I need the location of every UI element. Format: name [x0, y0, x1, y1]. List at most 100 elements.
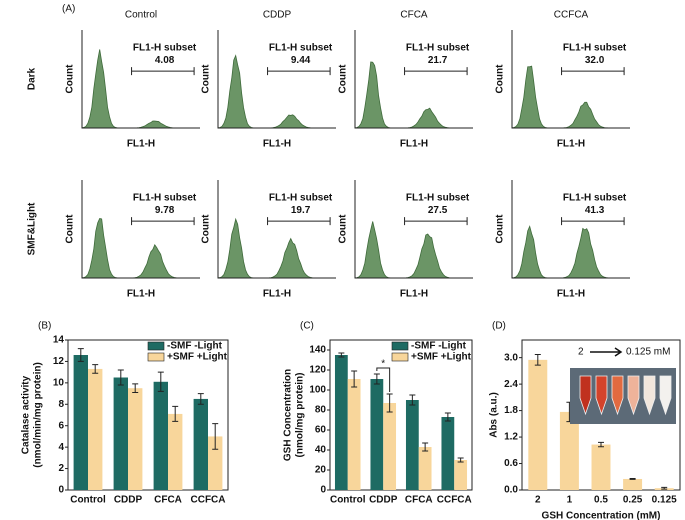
x-tick-label: Control: [330, 495, 366, 506]
error-bar: [197, 393, 204, 405]
x-tick-label: 0.25: [623, 495, 643, 506]
column-title: CCFCA: [554, 10, 589, 21]
y-tick-label: 2.4: [504, 379, 518, 390]
gate: [404, 217, 468, 226]
gate: [131, 217, 195, 226]
gate-value: 32.0: [585, 55, 605, 66]
plot-frame: [329, 339, 473, 491]
gate: [267, 67, 331, 76]
y-tick-label: 0.6: [504, 458, 518, 469]
column-title: Control: [125, 10, 157, 21]
y-tick-label: 2: [58, 463, 64, 474]
histogram: [354, 221, 473, 279]
gate: [561, 217, 625, 226]
y-axis-label: Abs (a.u.): [489, 392, 500, 438]
bar: [347, 379, 361, 490]
gate-value: 27.5: [428, 205, 448, 216]
gate-value: 41.3: [585, 205, 605, 216]
x-axis-label: FL1-H: [263, 139, 291, 150]
x-tick-label: CFCA: [154, 495, 182, 506]
gate-label: FL1-H subset: [133, 42, 197, 53]
y-axis-label: (nmol/mg protein): [295, 373, 306, 458]
x-axis-label: FL1-H: [557, 139, 585, 150]
x-axis-label: FL1-H: [263, 289, 291, 300]
error-bar: [212, 423, 219, 450]
gate-value: 9.78: [155, 205, 175, 216]
row-title: SMF&Light: [27, 202, 38, 255]
y-tick-label: 0: [58, 485, 64, 496]
tube: [595, 375, 608, 416]
bar: [454, 460, 468, 490]
panel-label: (A): [62, 4, 75, 15]
x-tick-label: 0.5: [594, 495, 608, 506]
histogram: [354, 61, 473, 129]
x-tick-label: 2: [535, 495, 541, 506]
column-title: CDDP: [263, 10, 292, 21]
error-bar: [409, 394, 416, 406]
gate-label: FL1-H subset: [269, 192, 333, 203]
gate: [267, 217, 331, 226]
bar: [383, 403, 397, 490]
y-tick-label: 1.2: [504, 432, 518, 443]
significance-bracket: [376, 367, 391, 392]
gate-value: 21.7: [428, 55, 448, 66]
histogram: [81, 49, 200, 129]
inset-to: 0.125 mM: [626, 347, 670, 358]
y-tick-label: 14: [53, 335, 65, 346]
y-tick-label: 140: [309, 345, 326, 356]
gate-value: 4.08: [155, 55, 175, 66]
error-bar: [338, 352, 345, 358]
x-axis-label: FL1-H: [400, 289, 428, 300]
y-axis-label: Count: [338, 64, 349, 94]
histogram: [81, 217, 200, 279]
error-bar: [457, 457, 464, 463]
y-tick-label: 4: [58, 442, 64, 453]
bar: [623, 478, 643, 490]
y-tick-label: 1.8: [504, 405, 518, 416]
histogram: [511, 225, 630, 279]
gate-label: FL1-H subset: [406, 192, 470, 203]
x-tick-label: CFCA: [405, 495, 433, 506]
histogram: [217, 217, 336, 279]
bar: [528, 359, 548, 490]
y-tick-label: 8: [58, 399, 64, 410]
gate: [131, 67, 195, 76]
tube: [611, 375, 624, 416]
axes: [217, 180, 336, 279]
axes: [354, 30, 473, 129]
legend-swatch: [391, 341, 409, 351]
panel-label: (C): [300, 321, 314, 332]
axes: [511, 180, 630, 279]
error-bar: [77, 348, 84, 362]
error-bar: [92, 364, 99, 374]
axes: [81, 30, 200, 129]
x-axis-label: GSH Concentration (mM): [542, 511, 661, 520]
gate-label: FL1-H subset: [269, 42, 333, 53]
inset-arrow: [590, 347, 623, 357]
x-tick-label: CCFCA: [191, 495, 226, 506]
x-tick-label: 0.125: [652, 495, 677, 506]
legend-label: +SMF +Light: [411, 352, 472, 363]
gate-label: FL1-H subset: [406, 42, 470, 53]
error-bar: [157, 371, 164, 392]
histogram: [511, 65, 630, 129]
legend-swatch: [147, 341, 165, 351]
panel-label: (D): [492, 321, 506, 332]
bar: [128, 388, 143, 490]
x-axis-label: FL1-H: [400, 139, 428, 150]
bar: [334, 355, 348, 490]
y-tick-label: 0: [320, 485, 326, 496]
error-bar: [172, 405, 179, 422]
gate-value: 19.7: [291, 205, 311, 216]
error-bar: [661, 486, 668, 490]
y-axis-label: Count: [201, 214, 212, 244]
legend-swatch: [147, 352, 165, 362]
row-title: Dark: [27, 67, 38, 90]
bar: [88, 368, 103, 490]
tube: [579, 375, 592, 416]
bar: [370, 379, 384, 490]
legend-swatch: [391, 352, 409, 362]
x-tick-label: Control: [70, 495, 106, 506]
axes: [217, 30, 336, 129]
